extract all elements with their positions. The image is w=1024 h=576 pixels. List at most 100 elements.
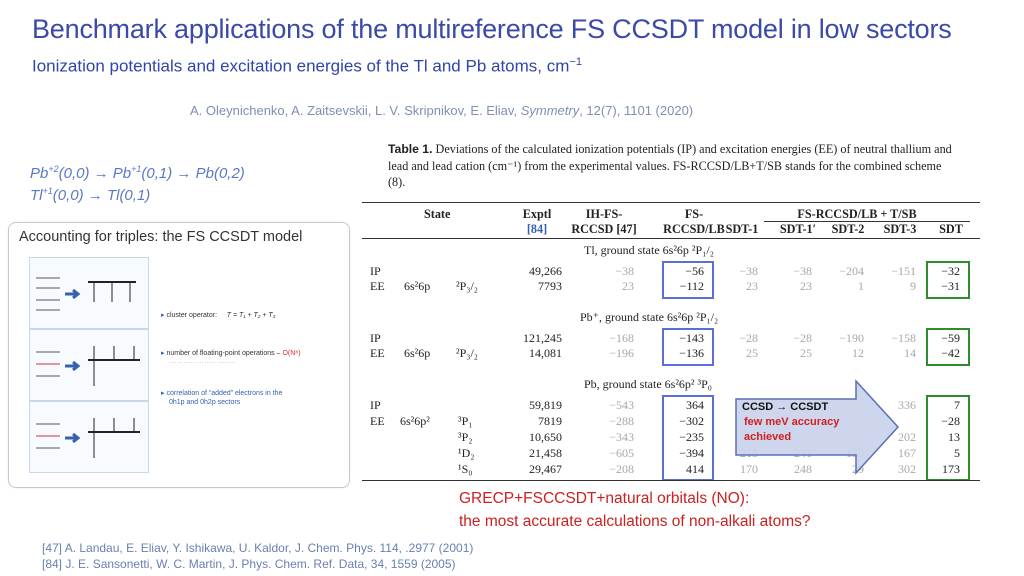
- bullet2-value: O(N⁸): [282, 350, 301, 357]
- diagram-3-svg: [36, 418, 140, 458]
- diagram-panel-1: [29, 257, 149, 329]
- tl-ip-sdt2: −204: [839, 264, 864, 278]
- tl-ee-fs: −112: [679, 279, 704, 293]
- pbplus-ee-exptl: 14,081: [529, 346, 562, 360]
- pbplus-ip-fs: −143: [679, 331, 704, 345]
- pb-3p1-fs: −302: [679, 414, 704, 428]
- pb-ip-ih: −543: [609, 398, 634, 412]
- pbplus-ip-sdt1: −28: [739, 331, 758, 345]
- bullet-added-electrons: ▸ correlation of “added” electrons in th…: [161, 389, 282, 397]
- pbplus-ip-ih: −168: [609, 331, 634, 345]
- pb-3p2-ih: −343: [609, 430, 634, 444]
- pb-1d2-sdt3: 167: [898, 446, 916, 460]
- pbplus-ee-type: EE: [370, 346, 385, 360]
- bullet-arrow-icon: ▸: [161, 350, 165, 357]
- highlight-box-green-pbplus: [926, 328, 970, 366]
- header-state: State: [424, 207, 451, 221]
- pb-ee-type: EE: [370, 414, 385, 428]
- tl-ip-type: IP: [370, 264, 381, 278]
- pb-1d2-sdt: 5: [954, 446, 960, 460]
- tl-ee-ih: 23: [622, 279, 634, 293]
- slide-title: Benchmark applications of the multirefer…: [32, 14, 952, 44]
- header-bottom-rule: [362, 238, 980, 239]
- tl-ee-exptl: 7793: [538, 279, 562, 293]
- pbplus-ip-sdt3: −158: [891, 331, 916, 345]
- pb-1s0-fs: 414: [686, 462, 704, 476]
- pbplus-ee-sdt: −42: [941, 346, 960, 360]
- bullet-arrow-icon: ▸: [161, 390, 165, 397]
- subtitle-unit-sup: −1: [569, 56, 582, 68]
- pb-1d2-fs: −394: [679, 446, 704, 460]
- bullet-arrow-icon: ▸: [161, 312, 165, 319]
- header-sdt1p: SDT-1′: [779, 222, 817, 236]
- sector-tl-a: Tl: [30, 187, 43, 204]
- tl-ip-ih: −38: [615, 264, 634, 278]
- pbplus-ee-sdt1p: 25: [800, 346, 812, 360]
- tl-ip-sdt: −32: [941, 264, 960, 278]
- bullet2-note: ···· ········· ···· ······ ··········: [169, 360, 236, 366]
- pb-3p2-fs: −235: [679, 430, 704, 444]
- reference-47: [47] A. Landau, E. Eliav, Y. Ishikawa, U…: [42, 541, 474, 555]
- section-pbplus-label: Pb⁺, ground state 6s²6p ²P₁/₂: [580, 310, 719, 324]
- pb-1s0-sdt1p: 248: [794, 462, 812, 476]
- header-ih2: RCCSD [47]: [571, 222, 637, 236]
- sector-pb-a-sup: +2: [48, 164, 59, 174]
- callout-arrow: [735, 379, 900, 475]
- sector-tl-a-sup: +1: [42, 186, 53, 196]
- citation-journal: Symmetry: [520, 103, 580, 118]
- header-fs: FS-: [684, 207, 704, 221]
- header-group-rule: [764, 221, 970, 222]
- pb-ee-term-3p1: ³P₁: [458, 414, 473, 428]
- callout-line1: CCSD → CCSDT: [742, 401, 829, 413]
- tl-ee-type: EE: [370, 279, 385, 293]
- reference-84: [84] J. E. Sansonetti, W. C. Martin, J. …: [42, 557, 456, 571]
- bullet1-label: cluster operator:: [166, 312, 218, 319]
- header-sdt: SDT: [939, 222, 963, 236]
- subtitle-text: Ionization potentials and excitation ene…: [32, 56, 570, 76]
- citation-authors: A. Oleynichenko, A. Zaitsevskii, L. V. S…: [190, 103, 521, 118]
- diagram-1-svg: [36, 277, 136, 311]
- pb-3p2-sdt3: 202: [898, 430, 916, 444]
- pb-1s0-ih: −208: [609, 462, 634, 476]
- tl-ee-sdt: −31: [941, 279, 960, 293]
- pb-ip-sdt3: 336: [898, 398, 916, 412]
- tl-ip-fs: −56: [685, 264, 704, 278]
- pb-1s0-exptl: 29,467: [529, 462, 562, 476]
- bullet2-label: number of floating-point operations –: [166, 350, 283, 357]
- conclusion-line2: the most accurate calculations of non-al…: [459, 513, 811, 530]
- pbplus-ee-config: 6s²6p: [404, 346, 431, 360]
- citation-details: , 12(7), 1101 (2020): [579, 103, 694, 118]
- pbplus-ee-sdt1: 25: [746, 346, 758, 360]
- caption-label: Table 1.: [388, 142, 433, 156]
- tl-ip-sdt1: −38: [739, 264, 758, 278]
- slide-subtitle: Ionization potentials and excitation ene…: [32, 56, 582, 77]
- sector-sequence-pb: Pb+2(0,0) → Pb+1(0,1) → Pb(0,2): [30, 164, 245, 182]
- pb-ee-config: 6s²6p²: [400, 414, 430, 428]
- diagram-panel-2: [29, 329, 149, 401]
- header-ih: IH-FS-: [585, 207, 623, 221]
- triples-thumbnail: Accounting for triples: the FS CCSDT mod…: [8, 222, 350, 488]
- callout-line2: few meV accuracy: [744, 416, 840, 428]
- pbplus-ip-sdt: −59: [941, 331, 960, 345]
- pbplus-ee-sdt2: 12: [852, 346, 864, 360]
- pb-ip-sdt: 7: [954, 398, 960, 412]
- highlight-box-green-pb: [926, 395, 970, 481]
- callout-line3: achieved: [744, 431, 792, 443]
- bullet1-formula: T = T₁ + T₂ + T₃: [226, 312, 276, 319]
- pb-1s0-sdt1: 170: [740, 462, 758, 476]
- sector-sequence-tl: Tl+1(0,0) → Tl(0,1): [30, 186, 150, 204]
- sector-pb-a: Pb: [30, 165, 49, 182]
- pb-1s0-sdt3: 302: [898, 462, 916, 476]
- tl-ip-sdt3: −151: [891, 264, 916, 278]
- tl-ee-sdt2: 1: [858, 279, 864, 293]
- highlight-box-green-tl: [926, 261, 970, 299]
- sector-pb-b-sup: +1: [131, 164, 142, 174]
- bullet3-line1: correlation of “added” electrons in the: [166, 390, 283, 397]
- pbplus-ip-sdt2: −190: [839, 331, 864, 345]
- bullet-cluster-operator: ▸ cluster operator: T = T₁ + T₂ + T₃: [161, 311, 276, 319]
- pbplus-ip-sdt1p: −28: [793, 331, 812, 345]
- pb-3p1-exptl: 7819: [538, 414, 562, 428]
- tl-ee-sdt1: 23: [746, 279, 758, 293]
- highlight-box-blue-tl: [662, 261, 714, 299]
- pb-3p2-sdt: 13: [948, 430, 960, 444]
